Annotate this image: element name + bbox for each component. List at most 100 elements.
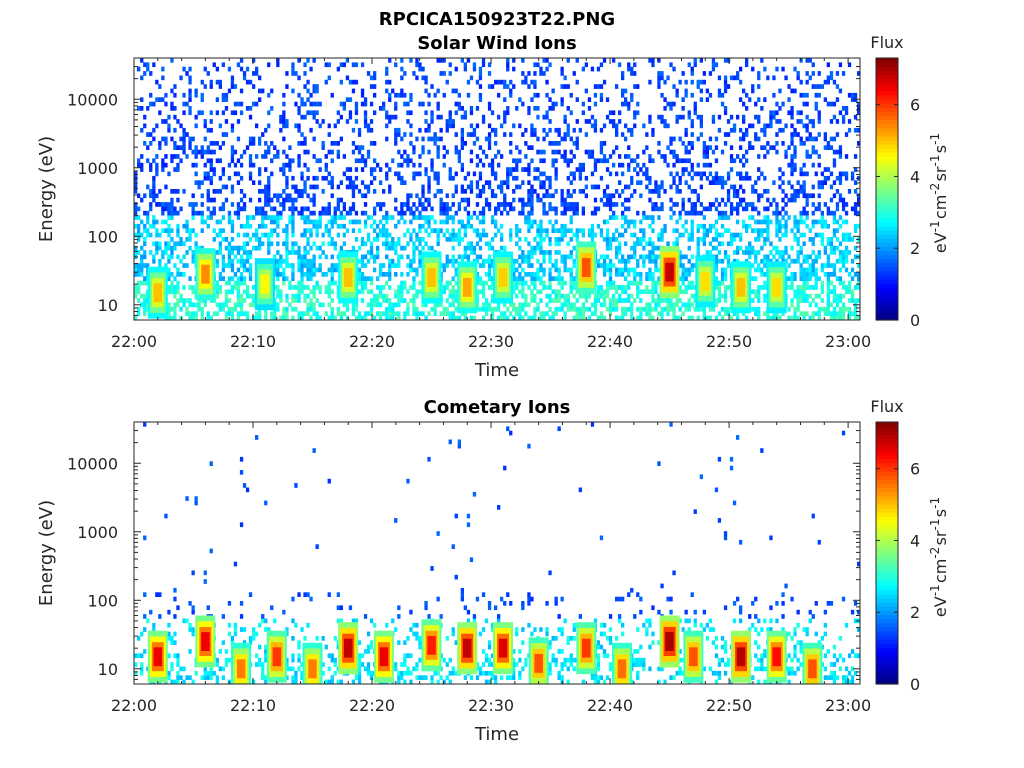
heatmap-cell	[369, 167, 374, 172]
heatmap-cell	[799, 245, 803, 251]
heatmap-cell	[739, 145, 743, 150]
heatmap-cell	[412, 162, 416, 168]
heatmap-cell	[188, 88, 192, 94]
heatmap-cell	[481, 58, 486, 63]
heatmap-cell	[684, 158, 688, 164]
heatmap-cell	[291, 306, 295, 312]
heatmap-cell	[327, 62, 331, 68]
heatmap-cell	[799, 276, 803, 281]
heatmap-cell	[702, 241, 706, 247]
heatmap-cell	[218, 289, 222, 295]
heatmap-cell	[811, 184, 815, 190]
heatmap-cell	[615, 306, 619, 312]
heatmap-cell	[242, 250, 247, 255]
heatmap-cell	[385, 241, 389, 247]
heatmap-cell	[533, 285, 537, 290]
heatmap-cell	[581, 306, 585, 312]
heatmap-cell	[754, 250, 758, 255]
heatmap-cell	[693, 210, 697, 216]
heatmap-cell	[397, 175, 401, 181]
heatmap-cell	[236, 119, 241, 124]
heatmap-cell	[621, 311, 625, 316]
heatmap-cell	[366, 154, 371, 159]
heatmap-cell	[527, 197, 531, 203]
heatmap-cell	[844, 245, 849, 251]
heatmap-cell	[312, 289, 316, 295]
heatmap-cell	[602, 158, 607, 164]
heatmap-cell	[369, 289, 374, 295]
heatmap-cell	[769, 315, 773, 320]
heatmap-cell	[385, 237, 389, 242]
heatmap-cell	[339, 79, 343, 85]
heatmap-cell	[714, 206, 719, 212]
heatmap-cell	[143, 306, 147, 312]
heatmap-cell	[221, 237, 225, 242]
heatmap-cell	[327, 267, 331, 273]
heatmap-cell	[772, 75, 776, 81]
heatmap-cell	[841, 311, 846, 316]
heatmap-cell	[763, 175, 767, 181]
heatmap-cell	[451, 228, 455, 233]
heatmap-cell	[363, 101, 368, 107]
heatmap-cell	[406, 241, 410, 247]
heatmap-cell	[684, 289, 688, 295]
heatmap-cell	[657, 206, 661, 212]
heatmap-cell	[572, 71, 576, 76]
heatmap-cell	[675, 158, 679, 164]
heatmap-cell	[757, 119, 761, 124]
heatmap-cell	[515, 232, 519, 238]
heatmap-cell	[566, 162, 570, 168]
heatmap-cell	[321, 141, 325, 146]
heatmap-cell	[200, 228, 204, 233]
heatmap-cell	[545, 79, 549, 85]
heatmap-cell	[188, 276, 192, 281]
heatmap-cell	[657, 79, 661, 85]
heatmap-cell	[421, 193, 425, 199]
heatmap-cell	[593, 184, 598, 190]
heatmap-cell	[590, 210, 595, 216]
heatmap-cell	[521, 289, 525, 295]
heatmap-cell	[566, 206, 570, 212]
heatmap-cell	[642, 228, 646, 233]
heatmap-cell	[757, 136, 761, 142]
heatmap-cell	[427, 189, 431, 194]
heatmap-cell	[805, 193, 809, 199]
heatmap-cell	[200, 145, 204, 150]
heatmap-cell	[642, 306, 646, 312]
heatmap-cell	[273, 215, 277, 220]
heatmap-cell	[472, 132, 477, 137]
heatmap-cell	[503, 79, 507, 85]
heatmap-cell	[539, 237, 543, 242]
heatmap-cell	[633, 114, 637, 120]
heatmap-cell	[802, 241, 806, 247]
heatmap-cell	[566, 132, 570, 137]
heatmap-cell	[400, 66, 404, 72]
heatmap-cell	[584, 62, 588, 68]
heatmap-cell	[167, 210, 171, 216]
heatmap-cell	[206, 215, 210, 220]
heatmap-cell	[212, 141, 216, 146]
heatmap-cell	[478, 158, 483, 164]
heatmap-cell	[239, 154, 244, 159]
heatmap-cell	[490, 127, 495, 133]
heatmap-cell	[518, 263, 522, 268]
heatmap-cell	[170, 101, 174, 107]
heatmap-cell	[285, 254, 289, 260]
heatmap-cell	[605, 254, 610, 260]
heatmap-cell	[593, 232, 598, 238]
heatmap-cell	[590, 223, 595, 229]
heatmap-cell	[212, 189, 216, 194]
heatmap-cell	[421, 237, 425, 242]
heatmap-cell	[478, 171, 483, 177]
heatmap-cell	[512, 272, 516, 277]
heatmap-cell	[763, 311, 767, 316]
heatmap-cell	[282, 114, 286, 120]
heatmap-cell	[191, 254, 195, 260]
heatmap-cell	[651, 306, 655, 312]
heatmap-cell	[454, 184, 458, 190]
heatmap-cell	[436, 136, 440, 142]
heatmap-cell	[726, 306, 731, 312]
heatmap-cell	[829, 101, 834, 107]
heatmap-cell	[442, 71, 446, 76]
heatmap-cell	[451, 276, 455, 281]
